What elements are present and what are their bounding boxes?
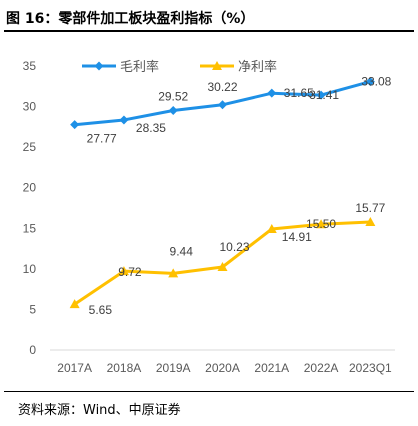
net-margin-point (69, 299, 80, 309)
gross-margin-data-label: 29.52 (158, 89, 188, 103)
y-tick-label: 35 (23, 59, 37, 73)
y-tick-label: 25 (23, 140, 37, 154)
x-tick-label: 2022A (304, 361, 339, 375)
chart-area: 0 5 10 15 20 25 30 35 2017A 2018A 2019A 2020A 2021A 2… (0, 36, 418, 388)
gross-margin-data-label: 28.35 (136, 121, 166, 135)
gross-margin-point (316, 90, 326, 100)
figure-title: 图 16：零部件加工板块盈利指标（%） (6, 11, 255, 27)
y-tick-label: 10 (23, 262, 37, 276)
net-margin-data-label: 9.44 (170, 244, 194, 258)
source-divider (4, 391, 414, 392)
gross-margin-point (218, 100, 227, 110)
y-tick-label: 0 (29, 343, 36, 357)
net-margin-point (217, 261, 228, 271)
y-tick-label: 15 (23, 221, 37, 235)
x-tick-label: 2023Q1 (349, 361, 392, 375)
gross-margin-point (365, 77, 375, 87)
source-note: 资料来源：Wind、中原证券 (18, 403, 181, 418)
net-margin-data-label: 5.65 (89, 303, 113, 317)
gross-margin-data-label: 31.41 (309, 88, 339, 102)
legend-net-margin-marker (212, 61, 222, 70)
gross-margin-data-label: 33.08 (361, 75, 391, 89)
net-margin-data-label: 15.77 (355, 201, 385, 215)
net-margin-data-label: 15.50 (306, 217, 336, 231)
x-tick-label: 2017A (57, 361, 92, 375)
gross-margin-point (267, 88, 277, 98)
gross-margin-data-label: 31.65 (284, 86, 314, 100)
x-tick-label: 2018A (107, 361, 142, 375)
gross-margin-data-label: 30.22 (207, 80, 237, 94)
legend-gross-margin-label: 毛利率 (120, 59, 159, 74)
net-margin-point (365, 217, 376, 227)
gross-margin-point (70, 120, 80, 130)
net-margin-point (316, 219, 327, 229)
net-margin-point (168, 268, 179, 278)
gross-margin-point (119, 115, 129, 125)
net-margin-point (266, 224, 277, 234)
legend-gross-margin-marker (94, 61, 104, 71)
title-divider (4, 30, 414, 32)
line-chart: 0 5 10 15 20 25 30 35 2017A 2018A 2019A 2020A 2021A 2… (23, 59, 395, 375)
net-margin-point (118, 266, 129, 276)
x-tick-label: 2019A (156, 361, 191, 375)
net-margin-data-label: 10.23 (219, 240, 249, 254)
x-tick-label: 2021A (254, 361, 289, 375)
y-tick-label: 20 (23, 181, 37, 195)
net-margin-data-label: 9.72 (118, 265, 142, 279)
x-tick-label: 2020A (205, 361, 240, 375)
gross-margin-data-label: 27.77 (87, 132, 117, 146)
y-tick-label: 30 (23, 100, 37, 114)
net-margin-data-label: 14.91 (282, 230, 312, 244)
y-tick-label: 5 (29, 302, 36, 316)
legend-net-margin-label: 净利率 (238, 59, 277, 74)
gross-margin-point (168, 105, 178, 115)
